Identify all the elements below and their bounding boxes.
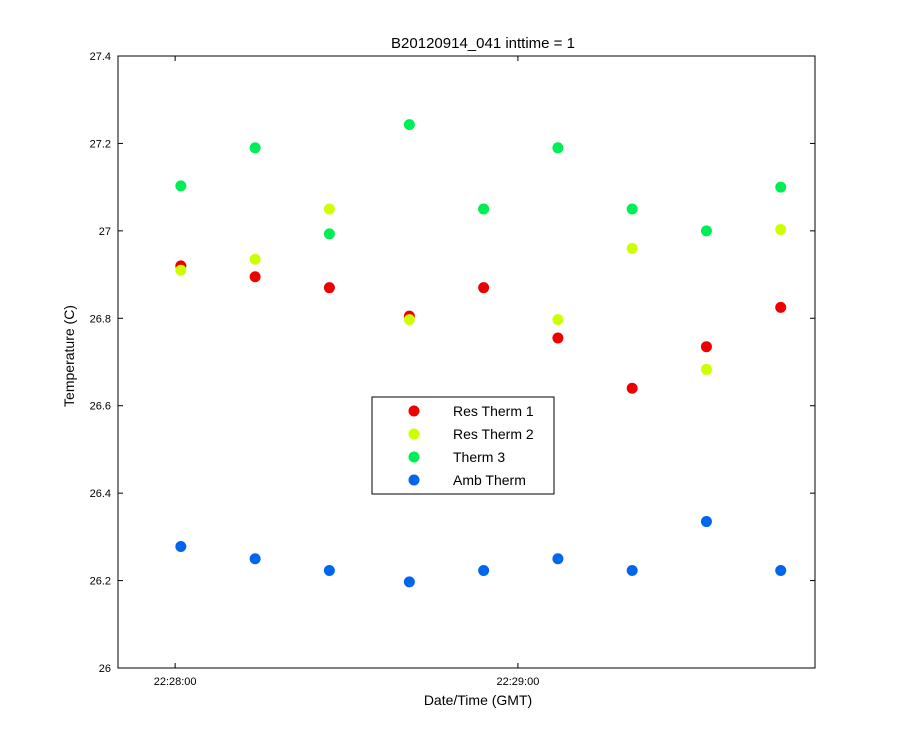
data-point-3 [552, 142, 564, 154]
legend-label: Res Therm 2 [453, 426, 534, 442]
data-point-2 [626, 242, 638, 254]
data-point-3 [700, 225, 712, 237]
legend-box [371, 396, 555, 495]
data-point-4 [552, 553, 564, 565]
data-point-4 [403, 576, 415, 588]
data-point-1 [323, 282, 335, 294]
legend-marker [408, 474, 420, 486]
legend-label: Amb Therm [453, 472, 526, 488]
plot-area [117, 55, 816, 669]
data-point-3 [175, 180, 187, 192]
legend-label: Res Therm 1 [453, 403, 534, 419]
data-point-2 [552, 314, 564, 326]
data-point-4 [775, 565, 787, 577]
x-axis-label: Date/Time (GMT) [424, 692, 532, 708]
legend-marker [408, 451, 420, 463]
legend-label: Therm 3 [453, 449, 505, 465]
data-points [175, 119, 787, 588]
data-point-4 [478, 565, 490, 577]
data-point-2 [775, 224, 787, 236]
legend: Res Therm 1 Res Therm 2 Therm 3 Amb Therm [371, 396, 555, 495]
data-point-4 [249, 553, 261, 565]
data-point-4 [626, 565, 638, 577]
data-point-3 [478, 203, 490, 215]
data-point-1 [775, 301, 787, 313]
chart-title: B20120914_041 inttime = 1 [391, 35, 575, 52]
y-axis-label: Temperature (C) [61, 305, 77, 407]
x-tick-label: 22:28:00 [154, 676, 197, 688]
y-tick-label: 26 [99, 663, 111, 675]
y-tick-label: 27.2 [90, 138, 111, 150]
legend-marker [408, 405, 420, 417]
data-point-3 [323, 228, 335, 240]
data-point-1 [700, 341, 712, 353]
legend-marker [408, 428, 420, 440]
data-point-4 [700, 516, 712, 528]
data-point-1 [552, 332, 564, 344]
data-point-2 [700, 363, 712, 375]
x-tick-label: 22:29:00 [497, 676, 540, 688]
y-tick-label: 26.2 [90, 576, 111, 588]
x-axis: 22:28:00 22:29:00 [154, 56, 540, 688]
data-point-1 [478, 282, 490, 294]
data-point-1 [626, 382, 638, 394]
data-point-2 [403, 314, 415, 326]
y-axis: 26 26.2 26.4 26.6 26.8 27 27.2 27.4 [90, 51, 815, 675]
data-point-3 [249, 142, 261, 154]
y-tick-label: 26.8 [90, 313, 111, 325]
data-point-2 [175, 264, 187, 276]
data-point-1 [249, 271, 261, 283]
data-point-2 [249, 253, 261, 265]
data-point-2 [323, 203, 335, 215]
data-point-4 [323, 565, 335, 577]
data-point-3 [403, 119, 415, 131]
data-point-3 [775, 181, 787, 193]
data-point-3 [626, 203, 638, 215]
data-point-4 [175, 540, 187, 552]
y-tick-label: 27.4 [90, 51, 111, 63]
y-tick-label: 26.4 [90, 488, 111, 500]
y-tick-label: 26.6 [90, 401, 111, 413]
y-tick-label: 27 [99, 226, 111, 238]
